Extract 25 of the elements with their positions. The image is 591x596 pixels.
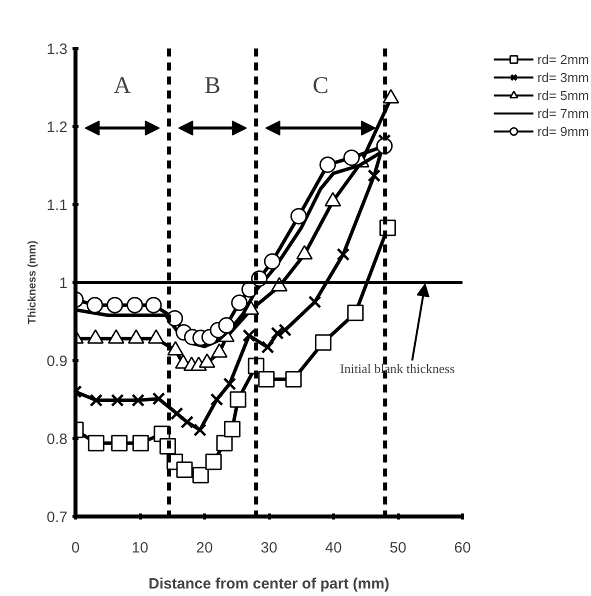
legend-label: rd= 9mm xyxy=(537,122,589,140)
y-axis-title: Thickness (mm) xyxy=(26,240,39,324)
x-axis-title: Distance from center of part (mm) xyxy=(148,576,390,592)
legend-label: rd= 7mm xyxy=(537,104,589,122)
y-tick-label: 1.2 xyxy=(46,119,68,136)
x-tick-label: 20 xyxy=(196,540,213,556)
x-tick-label: 40 xyxy=(325,540,342,556)
y-tick-label: 1.3 xyxy=(46,41,68,58)
annotation: B xyxy=(204,72,221,99)
x-tick-label: 0 xyxy=(71,540,80,556)
y-tick-label: 0.7 xyxy=(46,509,68,526)
legend-label: rd= 3mm xyxy=(537,68,589,86)
legend-label: rd= 2mm xyxy=(537,50,589,68)
ref-line-label: Initial blank thickness xyxy=(340,361,455,376)
y-tick-label: 0.9 xyxy=(46,353,68,370)
x-tick-label: 10 xyxy=(132,540,148,556)
x-tick-label: 30 xyxy=(260,540,278,556)
annotation: A xyxy=(114,72,132,99)
y-tick-label: 1.1 xyxy=(46,197,68,214)
legend-label: rd= 5mm xyxy=(537,86,589,104)
x-tick-label: 50 xyxy=(390,540,406,556)
annotation: C xyxy=(312,72,329,99)
y-tick-label: 1 xyxy=(59,275,68,292)
y-tick-label: 0.8 xyxy=(46,431,68,448)
x-tick-label: 60 xyxy=(454,540,471,556)
